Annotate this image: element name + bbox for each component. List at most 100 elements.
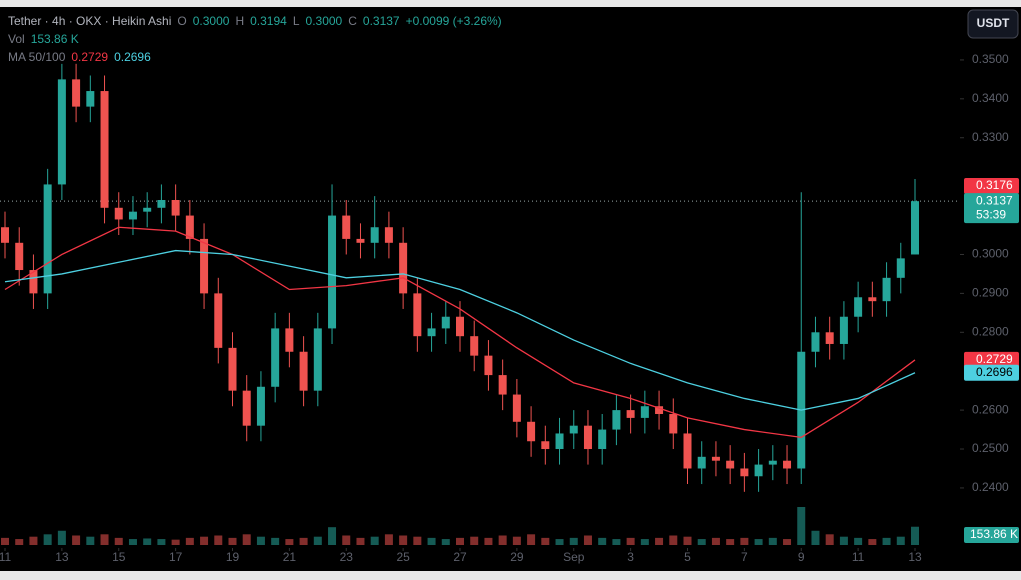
volume-bar: [114, 537, 123, 545]
volume-bar: [697, 539, 706, 545]
y-tick-label: 0.3000: [972, 247, 1009, 261]
candle-body: [128, 211, 137, 220]
volume-bar: [171, 539, 180, 545]
volume-bar: [569, 537, 578, 545]
y-tick-label: 0.2900: [972, 286, 1009, 300]
volume-bar: [541, 537, 550, 545]
x-tick-label: 21: [283, 550, 297, 564]
volume-bar: [29, 536, 38, 545]
candle-body: [626, 410, 635, 418]
volume-bar: [313, 536, 322, 545]
volume-bar: [256, 536, 265, 545]
y-tick-label: 0.2500: [972, 441, 1009, 455]
ma-name: MA 50/100: [8, 50, 66, 64]
legend-header: Tether · 4h · OKX · Heikin Ashi O 0.3000…: [8, 14, 508, 64]
candle-body: [228, 347, 237, 391]
volume-bar: [157, 539, 166, 545]
candle-body: [754, 464, 763, 477]
volume-bar: [726, 539, 735, 545]
candle-body: [839, 316, 848, 344]
y-tick-label: 0.3300: [972, 130, 1009, 144]
change: +0.0099 (+3.26%): [406, 14, 502, 28]
x-tick-label: 11: [0, 550, 12, 564]
volume-bar: [754, 539, 763, 545]
candle-body: [328, 215, 337, 329]
legend-row: Tether · 4h · OKX · Heikin Ashi O 0.3000…: [8, 14, 508, 28]
price-badge-label: 0.2696: [976, 365, 1013, 379]
candle-body: [740, 468, 749, 477]
volume-bar: [285, 539, 294, 545]
x-tick-label: 15: [112, 550, 126, 564]
volume-bar: [399, 535, 408, 545]
y-tick-label: 0.2800: [972, 324, 1009, 338]
volume-bar: [370, 536, 379, 545]
candle-body: [470, 336, 479, 356]
candle-body: [72, 79, 81, 107]
x-tick-label: 13: [908, 550, 922, 564]
volume-bar: [484, 537, 493, 545]
volume-value: 153.86 K: [31, 32, 79, 46]
volume-bar: [498, 535, 507, 545]
price-badge-label: 0.3176: [976, 178, 1013, 192]
volume-bar: [100, 534, 109, 545]
candle-body: [86, 91, 95, 107]
ma50-value: 0.2729: [71, 50, 108, 64]
candle-body: [783, 460, 792, 469]
volume-badge: [964, 527, 1019, 543]
volume-bar: [512, 536, 521, 545]
candle-body: [569, 425, 578, 434]
currency-button-box[interactable]: [967, 9, 1019, 39]
y-tick-label: 0.3500: [972, 52, 1009, 66]
countdown-label: 53:39: [976, 207, 1006, 221]
volume-bar: [896, 536, 905, 545]
candle-body: [143, 207, 152, 212]
volume-bar: [669, 535, 678, 545]
symbol: Tether · 4h · OKX · Heikin Ashi: [8, 14, 171, 28]
ohlc-value: 0.3194: [250, 14, 287, 28]
candle-body: [214, 293, 223, 348]
currency-label[interactable]: USDT: [977, 16, 1010, 30]
volume-bar: [143, 538, 152, 545]
top-strip: [0, 0, 1021, 7]
ohlc-key: H: [235, 14, 244, 28]
volume-bar: [128, 539, 137, 545]
volume-bar: [854, 537, 863, 545]
candle-body: [413, 293, 422, 337]
volume-bar: [185, 537, 194, 545]
volume-name: Vol: [8, 32, 25, 46]
ohlc-key: L: [293, 14, 300, 28]
currency-button[interactable]: USDT: [967, 9, 1019, 39]
candle-body: [683, 433, 692, 469]
volume-bar: [228, 537, 237, 545]
volume-bar: [342, 535, 351, 545]
candle-body: [669, 414, 678, 434]
x-tick-label: Sep: [563, 550, 585, 564]
candle-body: [356, 238, 365, 243]
candle-body: [171, 200, 180, 216]
legend-row: Vol 153.86 K: [8, 32, 85, 46]
candle-body: [512, 394, 521, 422]
candle-body: [612, 410, 621, 430]
candle-body: [43, 184, 52, 294]
ohlc-value: 0.3000: [306, 14, 343, 28]
candle-body: [598, 429, 607, 450]
candle-body: [711, 456, 720, 461]
y-tick-label: 0.2400: [972, 480, 1009, 494]
volume-bar: [640, 539, 649, 545]
volume-bar: [882, 537, 891, 545]
candle-body: [15, 242, 24, 271]
volume-bar: [555, 539, 564, 545]
volume-bar: [86, 536, 95, 545]
candle-body: [441, 316, 450, 329]
volume-bar: [527, 534, 536, 545]
volume-bar: [441, 539, 450, 545]
volume-bar: [839, 536, 848, 545]
volume-bar: [413, 536, 422, 545]
y-tick-label: 0.3400: [972, 91, 1009, 105]
volume-bar: [626, 537, 635, 545]
candle-body: [583, 425, 592, 450]
volume-bar: [683, 536, 692, 545]
price-badge-label: 0.2729: [976, 352, 1013, 366]
ohlc-value: 0.3137: [363, 14, 400, 28]
x-tick-label: 29: [510, 550, 524, 564]
